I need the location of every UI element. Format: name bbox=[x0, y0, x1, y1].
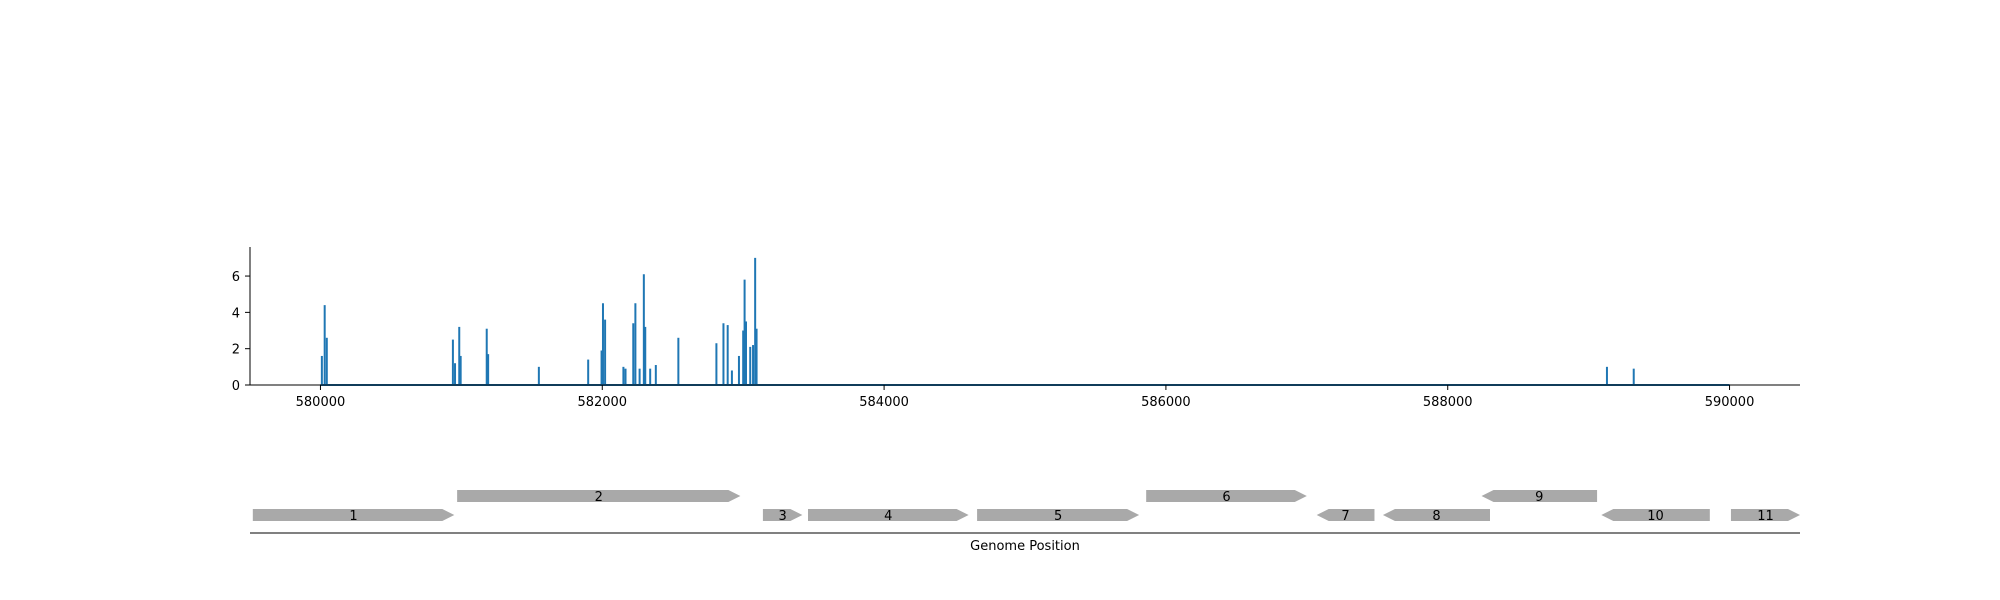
gene-feature-label: 3 bbox=[778, 509, 786, 524]
x-tick-label: 588000 bbox=[1423, 395, 1473, 410]
gene-feature-label: 6 bbox=[1222, 490, 1230, 505]
gene-feature-5 bbox=[977, 509, 1140, 521]
gene-feature-label: 11 bbox=[1757, 509, 1774, 524]
gene-feature-10 bbox=[1601, 509, 1710, 521]
gene-track-xlabel: Genome Position bbox=[970, 539, 1080, 554]
gene-feature-label: 9 bbox=[1535, 490, 1543, 505]
gene-feature-label: 10 bbox=[1647, 509, 1664, 524]
gene-feature-9 bbox=[1481, 490, 1598, 502]
x-axis-ticks: 580000 582000 584000 586000 588000 590000 bbox=[296, 385, 1755, 410]
x-tick-label: 590000 bbox=[1705, 395, 1755, 410]
gene-track: 1 2 3 4 5 6 7 8 9 10 11 Genome Position bbox=[250, 490, 1800, 554]
x-tick-label: 580000 bbox=[296, 395, 346, 410]
gene-feature-label: 1 bbox=[349, 509, 357, 524]
y-tick-label: 2 bbox=[232, 343, 240, 358]
gene-feature-label: 2 bbox=[595, 490, 603, 505]
gene-feature-3 bbox=[762, 509, 803, 521]
y-tick-label: 0 bbox=[232, 379, 240, 394]
gene-feature-label: 7 bbox=[1341, 509, 1349, 524]
gene-feature-6 bbox=[1146, 490, 1307, 502]
x-tick-label: 584000 bbox=[859, 395, 909, 410]
gene-feature-label: 8 bbox=[1432, 509, 1440, 524]
x-tick-label: 586000 bbox=[1141, 395, 1191, 410]
gene-feature-label: 5 bbox=[1054, 509, 1062, 524]
gene-feature-11 bbox=[1730, 509, 1800, 521]
y-tick-label: 4 bbox=[232, 306, 240, 321]
y-tick-label: 6 bbox=[232, 270, 240, 285]
y-axis-ticks: 0 2 4 6 bbox=[232, 270, 250, 394]
gene-feature-label: 4 bbox=[884, 509, 892, 524]
coverage-plot: 580000 582000 584000 586000 588000 590000 0 2 4… bbox=[232, 247, 1800, 410]
gene-feature-2 bbox=[457, 490, 741, 502]
x-tick-label: 582000 bbox=[577, 395, 627, 410]
gene-feature-1 bbox=[252, 509, 455, 521]
gene-feature-4 bbox=[808, 509, 969, 521]
coverage-bars bbox=[320, 257, 1635, 385]
gene-features: 1 2 3 4 5 6 7 8 9 10 11 bbox=[252, 490, 1800, 524]
gene-feature-7 bbox=[1316, 509, 1375, 521]
gene-feature-8 bbox=[1382, 509, 1490, 521]
